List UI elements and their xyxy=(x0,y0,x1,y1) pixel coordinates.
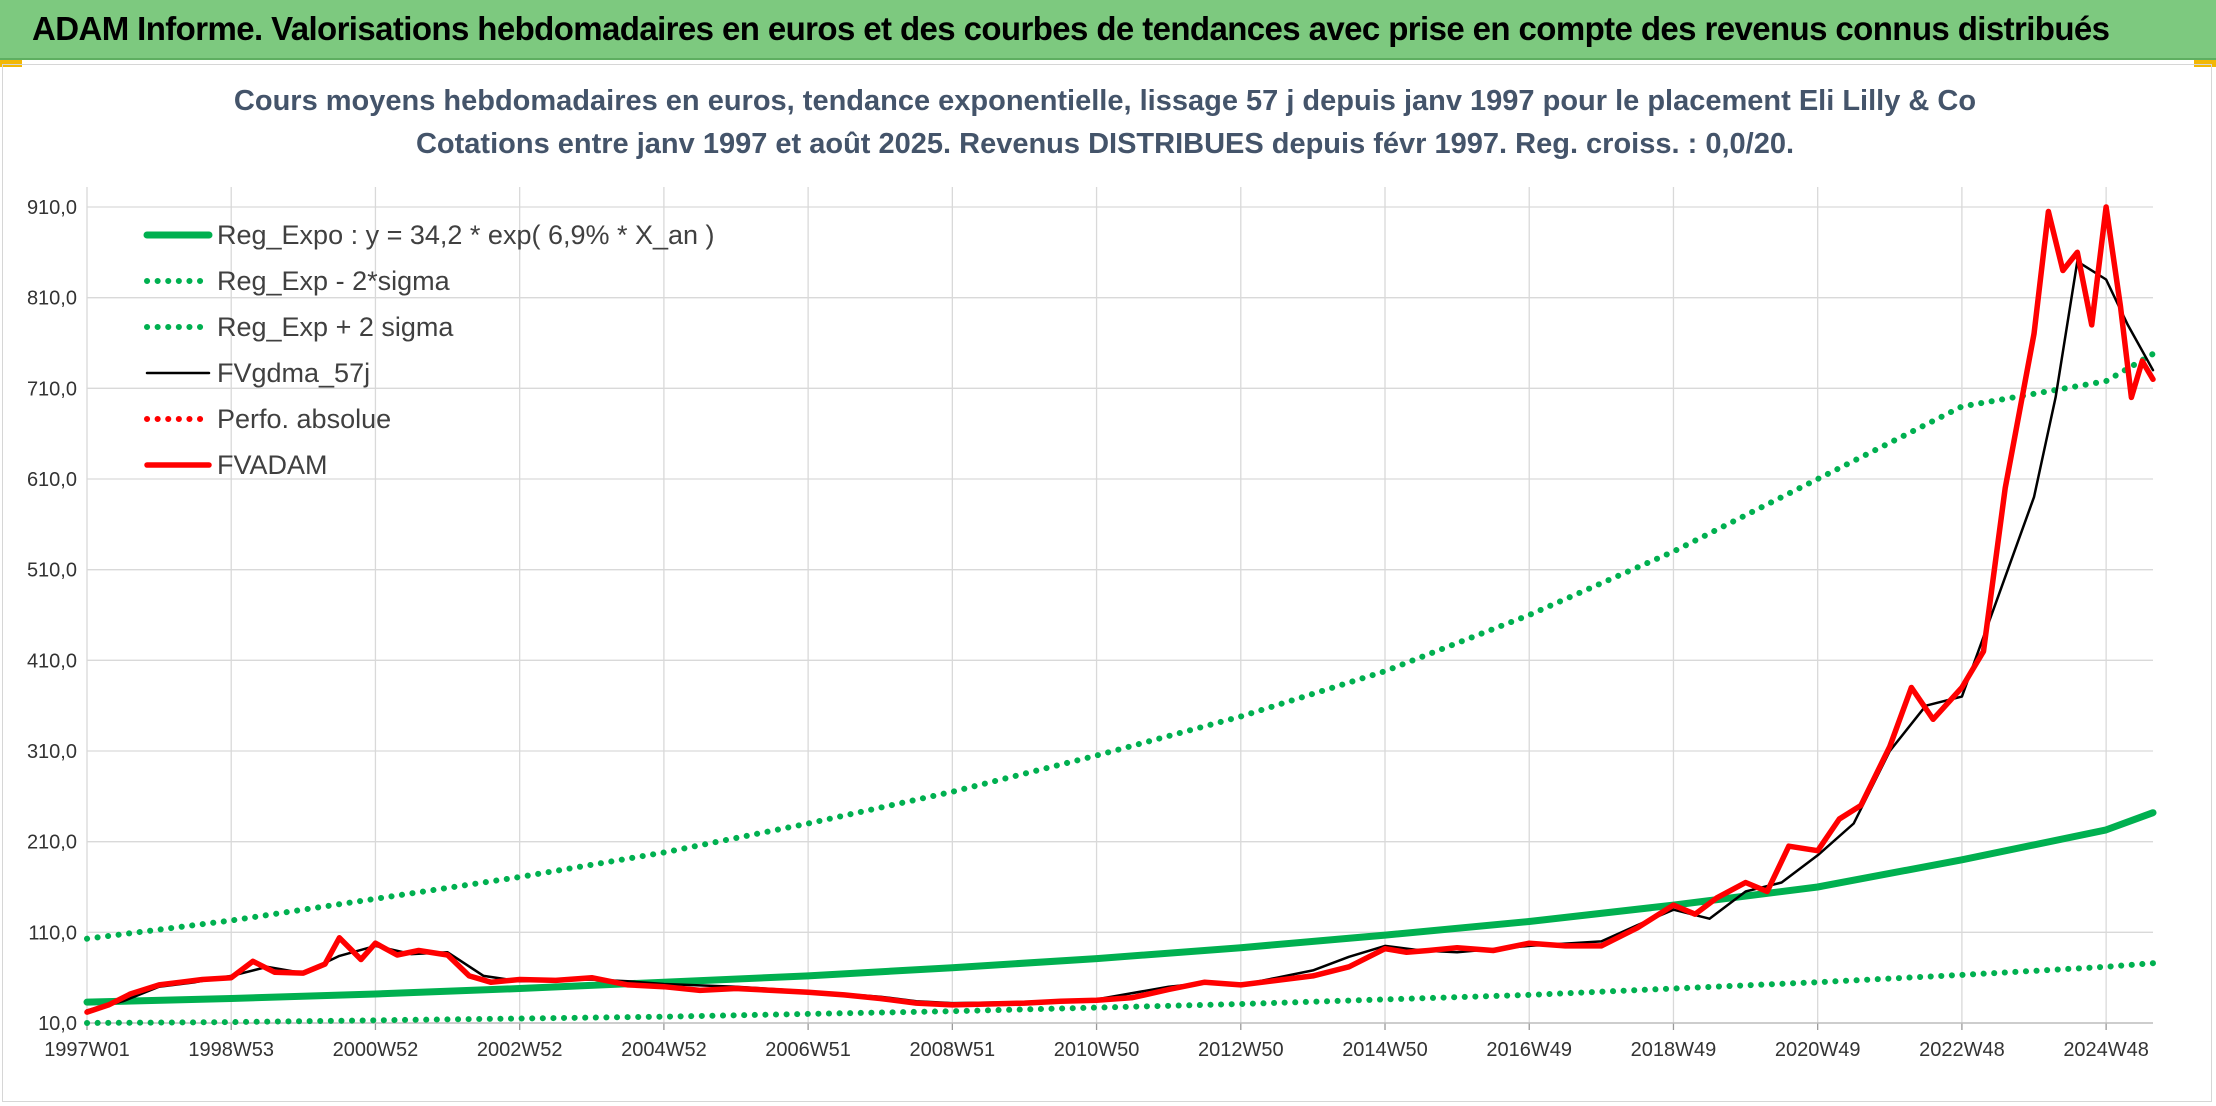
y-tick-label: 210,0 xyxy=(27,832,77,854)
series-line xyxy=(84,350,2156,942)
x-tick-label: 2024W48 xyxy=(2063,1039,2149,1061)
x-tick-label: 2018W49 xyxy=(1631,1039,1717,1061)
x-tick-label: 2014W50 xyxy=(1342,1039,1428,1061)
legend-label: FVgdma_57j xyxy=(217,358,370,388)
x-tick-label: 1997W01 xyxy=(44,1039,130,1061)
chart-svg: Cours moyens hebdomadaires en euros, ten… xyxy=(27,85,2157,1061)
chart-frame: Cours moyens hebdomadaires en euros, ten… xyxy=(2,64,2212,1102)
series-line xyxy=(84,960,2156,1026)
x-axis: 1997W01 1998W53 2000W52 2002W52 2004W52 2006W… xyxy=(44,1022,2153,1061)
y-tick-label: 510,0 xyxy=(27,560,77,582)
y-tick-label: 310,0 xyxy=(27,741,77,763)
legend-label: Reg_Exp + 2 sigma xyxy=(217,312,454,342)
legend-label: Reg_Exp - 2*sigma xyxy=(217,266,451,296)
chart-subtitle: Cotations entre janv 1997 et août 2025. … xyxy=(416,128,1794,160)
series-line xyxy=(83,809,2157,1006)
legend-label: Reg_Expo : y = 34,2 * exp( 6,9% * X_an ) xyxy=(217,220,715,250)
legend-label: Perfo. absolue xyxy=(217,404,391,434)
series-line xyxy=(85,260,2155,1012)
y-tick-label: 410,0 xyxy=(27,650,77,672)
y-tick-label: 710,0 xyxy=(27,378,77,400)
y-tick-label: 610,0 xyxy=(27,469,77,491)
x-tick-label: 2010W50 xyxy=(1054,1039,1140,1061)
y-tick-label: 810,0 xyxy=(27,288,77,310)
x-tick-label: 2022W48 xyxy=(1919,1039,2005,1061)
x-tick-label: 2008W51 xyxy=(910,1039,996,1061)
series-line xyxy=(84,204,2156,1015)
x-tick-label: 2002W52 xyxy=(477,1039,563,1061)
x-tick-label: 2012W50 xyxy=(1198,1039,1284,1061)
corner-marker-left xyxy=(0,60,22,67)
corner-marker-right xyxy=(2194,60,2216,67)
y-tick-label: 910,0 xyxy=(27,197,77,219)
header-banner: ADAM Informe. Valorisations hebdomadaire… xyxy=(0,0,2216,60)
y-tick-label: 110,0 xyxy=(28,922,77,944)
x-tick-label: 2006W51 xyxy=(765,1039,851,1061)
legend: Reg_Expo : y = 34,2 * exp( 6,9% * X_an )… xyxy=(143,220,715,480)
series-lines xyxy=(83,204,2157,1026)
grid-lines xyxy=(86,187,2153,1024)
y-tick-label: 10,0 xyxy=(38,1013,77,1035)
x-tick-label: 2000W52 xyxy=(333,1039,419,1061)
y-axis: 10,0 110,0 210,0 310,0 410,0 510,0 610,0 710,0 8… xyxy=(27,197,77,1035)
x-tick-label: 2020W49 xyxy=(1775,1039,1861,1061)
x-tick-label: 2016W49 xyxy=(1486,1039,1572,1061)
x-tick-label: 1998W53 xyxy=(188,1039,274,1061)
banner-title: ADAM Informe. Valorisations hebdomadaire… xyxy=(32,10,2110,47)
chart-title: Cours moyens hebdomadaires en euros, ten… xyxy=(234,85,1976,117)
legend-label: FVADAM xyxy=(217,450,328,480)
x-tick-label: 2004W52 xyxy=(621,1039,707,1061)
